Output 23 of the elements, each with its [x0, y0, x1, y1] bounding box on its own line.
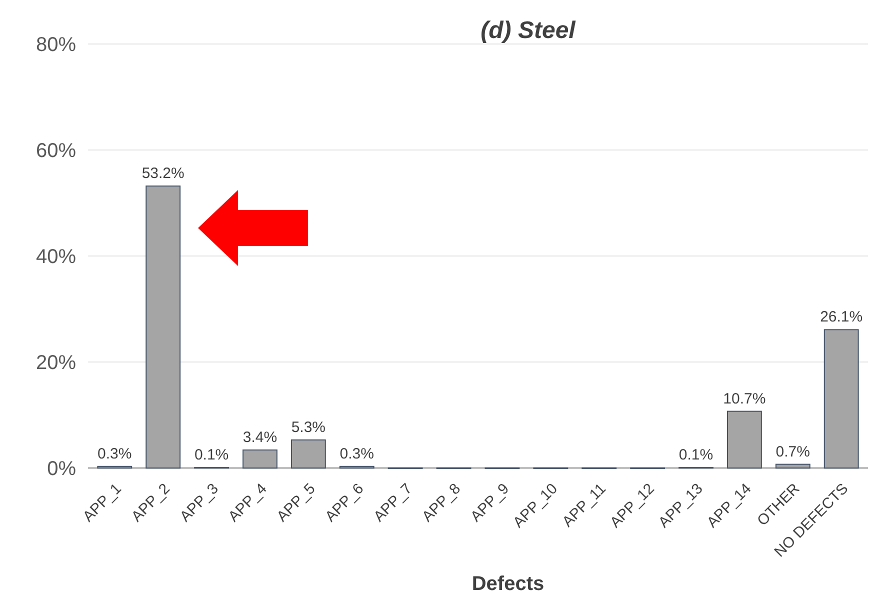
- bar: [824, 329, 859, 468]
- y-tick-label: 20%: [36, 352, 76, 374]
- data-label: 53.2%: [142, 165, 184, 182]
- chart-title: (d) Steel: [480, 17, 577, 44]
- x-axis-title: Defects: [472, 573, 544, 595]
- data-label: 0.7%: [776, 443, 810, 460]
- data-label: 0.1%: [194, 446, 229, 464]
- data-label: 0.1%: [678, 446, 714, 464]
- data-label: 3.4%: [242, 428, 278, 446]
- data-label: 0.3%: [340, 445, 374, 462]
- bar: [775, 464, 810, 468]
- bar: [290, 439, 326, 468]
- data-label: 5.3%: [291, 418, 326, 436]
- data-label: 0.3%: [98, 445, 132, 462]
- bar: [242, 449, 278, 468]
- data-label: 26.1%: [820, 308, 863, 326]
- data-label: 10.7%: [723, 390, 766, 408]
- y-tick-label: 60%: [36, 140, 76, 162]
- y-tick-label: 80%: [36, 34, 76, 56]
- bar: [146, 186, 181, 468]
- bar: [727, 410, 762, 468]
- y-tick-label: 40%: [36, 246, 76, 268]
- y-tick-label: 0%: [47, 458, 76, 480]
